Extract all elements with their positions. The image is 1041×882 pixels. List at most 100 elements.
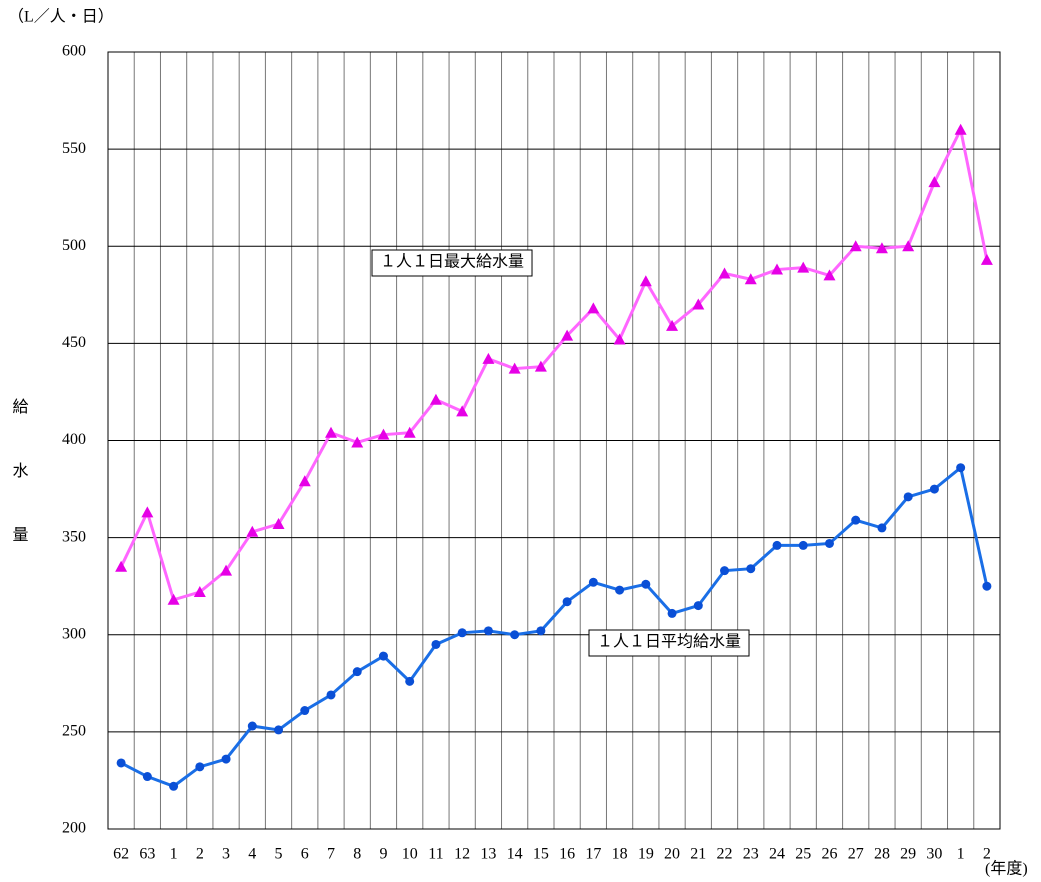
marker [377, 428, 390, 440]
marker [875, 242, 888, 254]
marker [954, 123, 967, 135]
x-tick-label: 16 [559, 846, 575, 863]
marker [667, 608, 677, 618]
marker [851, 515, 861, 525]
marker [300, 706, 310, 716]
marker [247, 721, 257, 731]
x-tick-label: 25 [795, 846, 811, 863]
x-tick-label: 4 [248, 846, 256, 863]
marker [562, 597, 572, 607]
marker [167, 593, 180, 605]
y-axis-label: 給水量 [10, 398, 29, 590]
x-tick-label: 12 [454, 846, 470, 863]
marker [693, 601, 703, 611]
series-label-box [371, 249, 533, 277]
x-tick-label: 2 [983, 846, 991, 863]
y-tick-label: 450 [62, 334, 86, 351]
x-tick-label: 21 [690, 846, 706, 863]
marker [692, 298, 705, 310]
marker [849, 240, 862, 252]
x-tick-label: 18 [612, 846, 628, 863]
y-tick-label: 300 [62, 625, 86, 642]
marker [195, 762, 205, 772]
marker [352, 667, 362, 677]
marker [536, 626, 546, 636]
x-tick-label: 30 [926, 846, 942, 863]
marker [193, 586, 206, 598]
y-tick-label: 200 [62, 820, 86, 837]
unit-label: （L／人・日） [8, 8, 114, 26]
x-tick-label: 9 [379, 846, 387, 863]
x-tick-label: 20 [664, 846, 680, 863]
marker [772, 540, 782, 550]
marker [823, 269, 836, 281]
x-tick-label: 17 [585, 846, 601, 863]
marker [325, 426, 337, 438]
marker [587, 302, 600, 314]
marker [116, 758, 126, 768]
marker [220, 564, 233, 576]
x-tick-label: 1 [957, 846, 965, 863]
marker [928, 176, 941, 188]
y-tick-label: 550 [62, 140, 86, 157]
y-tick-label: 350 [62, 528, 86, 545]
x-tick-label: 62 [113, 846, 129, 863]
y-tick-label: 250 [62, 723, 86, 740]
marker [982, 581, 992, 591]
series-line [120, 464, 989, 788]
x-tick-label: 19 [638, 846, 654, 863]
x-tick-label: 7 [327, 846, 335, 863]
marker [666, 319, 679, 331]
x-tick-label: 13 [480, 846, 496, 863]
marker [744, 273, 757, 285]
marker [221, 754, 231, 764]
x-tick-label: 23 [743, 846, 759, 863]
marker [980, 253, 993, 265]
marker [431, 639, 441, 649]
marker [115, 560, 128, 572]
marker [615, 585, 625, 595]
x-tick-label: 15 [533, 846, 549, 863]
marker [771, 263, 783, 275]
marker [903, 492, 913, 502]
marker [141, 506, 154, 518]
marker [824, 538, 834, 548]
x-axis-label: (年度) [985, 860, 1028, 878]
series-label-box [588, 629, 750, 657]
marker [718, 267, 731, 279]
marker [956, 463, 966, 473]
x-tick-label: 28 [874, 846, 890, 863]
marker [405, 676, 415, 686]
marker [457, 628, 467, 638]
marker [508, 362, 521, 374]
marker [483, 626, 493, 636]
x-tick-label: 1 [170, 846, 178, 863]
marker [274, 725, 284, 735]
series-label: １人１日最大給水量 [380, 253, 524, 271]
marker [272, 518, 285, 530]
marker [169, 781, 179, 791]
x-tick-label: 5 [275, 846, 283, 863]
x-tick-label: 63 [139, 846, 155, 863]
marker [798, 540, 808, 550]
x-tick-label: 26 [821, 846, 837, 863]
marker [588, 577, 598, 587]
marker [326, 690, 336, 700]
marker [298, 475, 311, 487]
marker [902, 240, 915, 252]
marker [534, 360, 547, 372]
marker [613, 333, 626, 345]
marker [429, 393, 442, 405]
marker [510, 630, 520, 640]
x-tick-label: 2 [196, 846, 204, 863]
x-tick-label: 3 [222, 846, 230, 863]
x-tick-label: 10 [402, 846, 418, 863]
x-tick-label: 11 [428, 846, 443, 863]
marker [403, 426, 416, 438]
marker [482, 352, 495, 364]
series-line [119, 125, 989, 602]
marker [456, 405, 469, 417]
x-tick-label: 24 [769, 846, 785, 863]
marker [351, 436, 364, 448]
